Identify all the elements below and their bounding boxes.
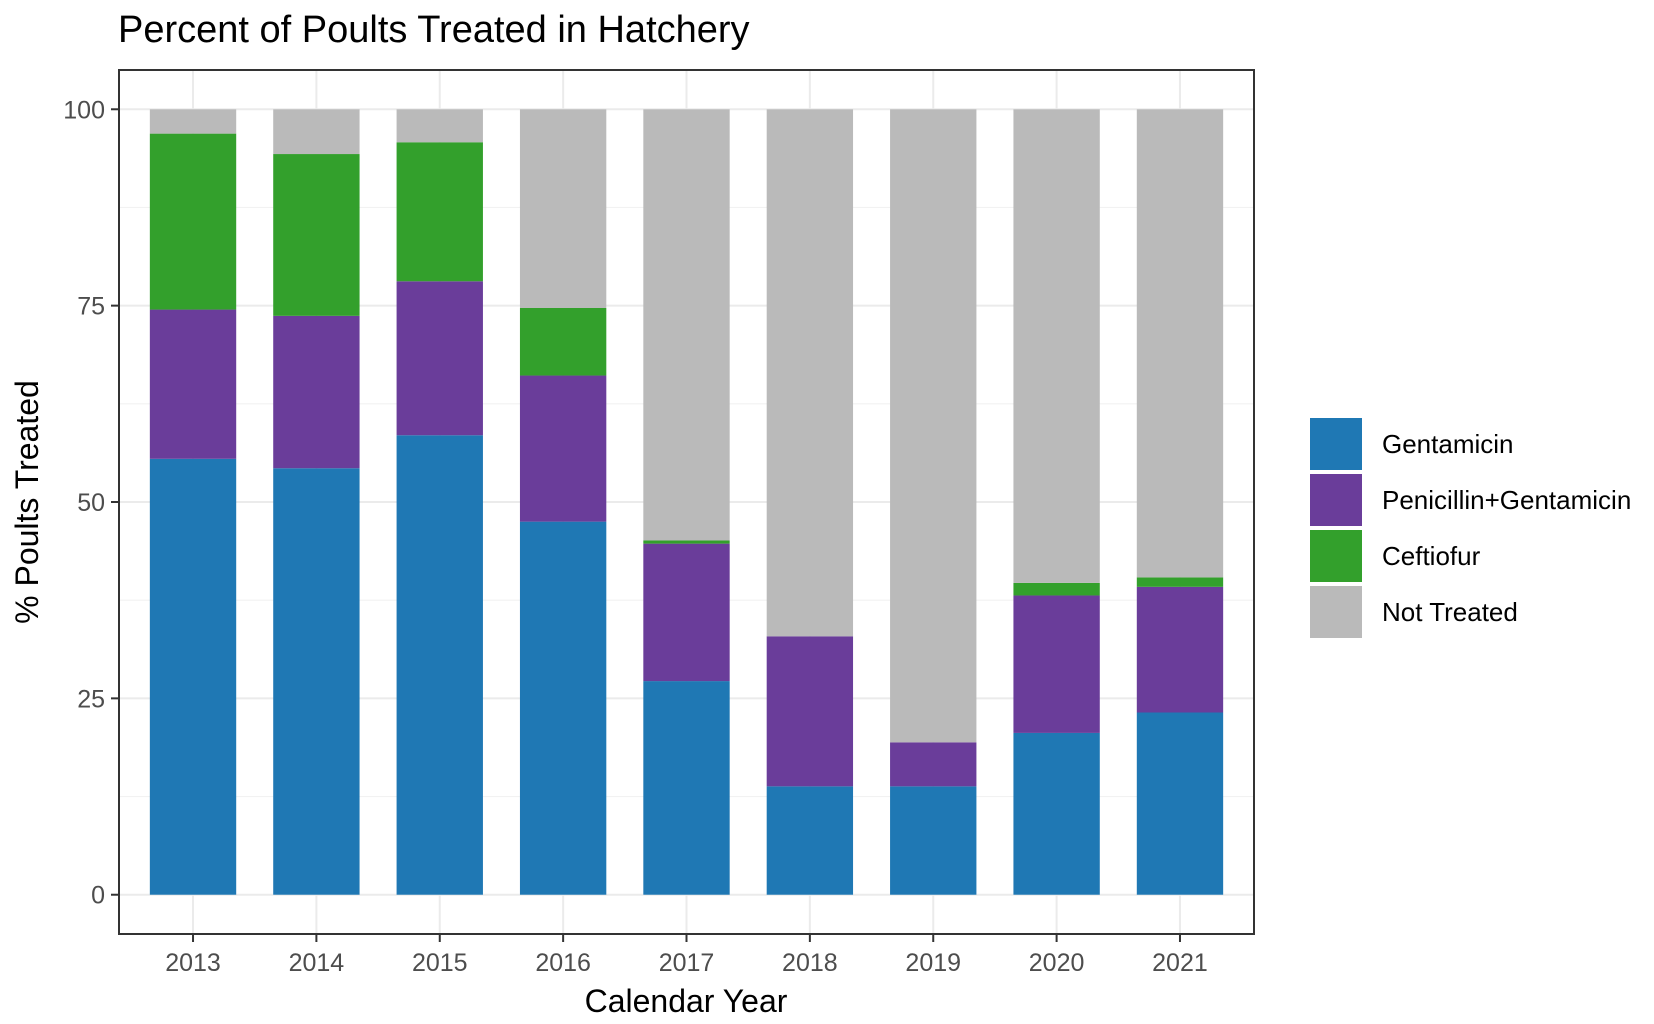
legend-label-penicillin-gentamicin: Penicillin+Gentamicin — [1382, 485, 1631, 515]
bar-segment-not-treated-2019 — [890, 109, 977, 743]
bar-segment-gentamicin-2018 — [766, 786, 854, 895]
x-axis: 2013 2014 2015 2016 2017 2018 2019 2020 2021 — [165, 934, 1208, 977]
y-tick-label: 50 — [77, 489, 105, 517]
bar-segment-ceftiofur-2014 — [273, 154, 360, 316]
bar-segment-ceftiofur-2020 — [1013, 582, 1100, 596]
y-tick-label: 0 — [91, 882, 105, 910]
bar-segment-ceftiofur-2016 — [519, 307, 607, 376]
x-tick-label: 2014 — [289, 949, 345, 977]
bar-segment-gentamicin-2020 — [1013, 732, 1100, 895]
x-tick-label: 2015 — [412, 949, 468, 977]
legend-key-not-treated — [1310, 586, 1362, 638]
bar-segment-not-treated-2021 — [1136, 109, 1224, 578]
bar-segment-gentamicin-2015 — [396, 435, 483, 895]
y-axis-title: % Poults Treated — [9, 380, 45, 624]
legend-label-ceftiofur: Ceftiofur — [1382, 541, 1481, 571]
legend-label-gentamicin: Gentamicin — [1382, 429, 1514, 459]
x-tick-label: 2018 — [782, 949, 838, 977]
bar-segment-not-treated-2020 — [1013, 109, 1100, 583]
bar-segment-penicillin-gentamicin-2018 — [766, 636, 854, 787]
bar-segment-ceftiofur-2021 — [1136, 577, 1224, 587]
y-tick-label: 25 — [77, 685, 105, 713]
y-tick-label: 75 — [77, 293, 105, 321]
bar-segment-penicillin-gentamicin-2017 — [643, 543, 730, 682]
bar-segment-not-treated-2018 — [766, 109, 854, 637]
bar-segment-penicillin-gentamicin-2013 — [149, 309, 237, 459]
x-tick-label: 2016 — [535, 949, 591, 977]
bar-segment-penicillin-gentamicin-2014 — [273, 315, 360, 469]
bar-segment-not-treated-2013 — [149, 109, 237, 134]
bar-segment-penicillin-gentamicin-2019 — [890, 742, 977, 787]
bar-segment-gentamicin-2017 — [643, 681, 730, 895]
x-tick-label: 2013 — [165, 949, 221, 977]
bar-segment-gentamicin-2019 — [890, 786, 977, 895]
legend-label-not-treated: Not Treated — [1382, 597, 1518, 627]
chart-title: Percent of Poults Treated in Hatchery — [118, 9, 750, 51]
bar-segment-not-treated-2014 — [273, 109, 360, 155]
bar-segment-gentamicin-2014 — [273, 468, 360, 895]
bar-segment-ceftiofur-2017 — [643, 540, 730, 544]
bar-segment-ceftiofur-2013 — [149, 133, 237, 310]
x-tick-label: 2019 — [905, 949, 961, 977]
legend-key-ceftiofur — [1310, 530, 1362, 582]
bar-segment-gentamicin-2013 — [149, 458, 237, 895]
bar-segment-penicillin-gentamicin-2021 — [1136, 586, 1224, 713]
legend: Gentamicin Penicillin+Gentamicin Ceftiofur… — [1310, 418, 1631, 638]
bar-segment-not-treated-2016 — [519, 109, 607, 308]
legend-key-penicillin-gentamicin — [1310, 474, 1362, 526]
bar-segment-ceftiofur-2015 — [396, 142, 483, 282]
bar-segment-not-treated-2017 — [643, 109, 730, 541]
bar-segment-penicillin-gentamicin-2016 — [519, 375, 607, 522]
x-tick-label: 2017 — [659, 949, 715, 977]
bar-segment-gentamicin-2021 — [1136, 712, 1224, 895]
bar-segment-gentamicin-2016 — [519, 521, 607, 895]
bar-segment-penicillin-gentamicin-2020 — [1013, 595, 1100, 733]
y-tick-label: 100 — [63, 96, 105, 124]
legend-key-gentamicin — [1310, 418, 1362, 470]
x-tick-label: 2021 — [1152, 949, 1208, 977]
bars — [149, 109, 1224, 895]
x-axis-title: Calendar Year — [585, 983, 788, 1019]
y-axis: 0 25 50 75 100 — [63, 96, 119, 910]
x-tick-label: 2020 — [1029, 949, 1085, 977]
bar-segment-penicillin-gentamicin-2015 — [396, 281, 483, 436]
bar-segment-not-treated-2015 — [396, 109, 483, 143]
